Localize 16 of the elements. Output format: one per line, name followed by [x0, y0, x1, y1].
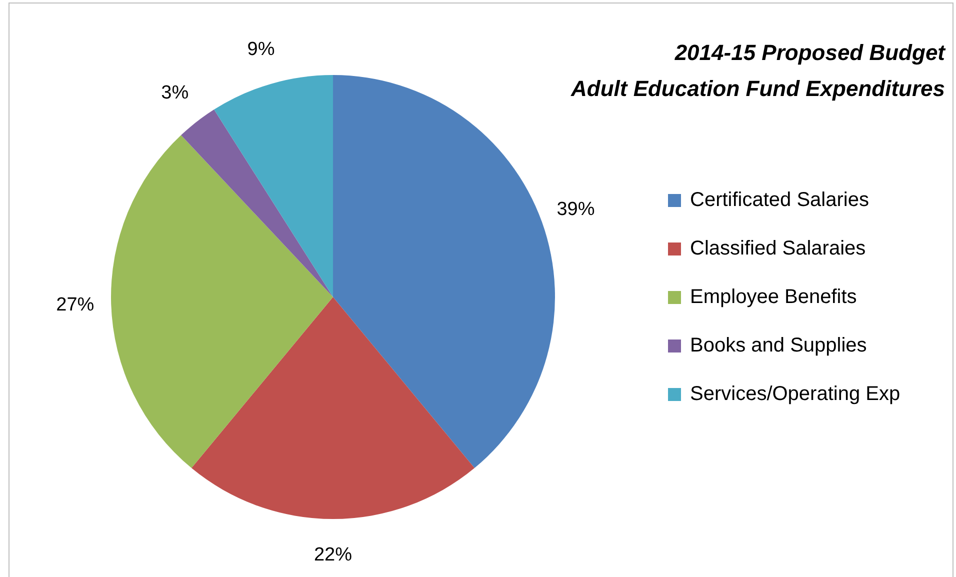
pie-slice: [181, 110, 333, 297]
pie-slice: [111, 135, 333, 468]
data-label: 3%: [161, 82, 189, 104]
data-label: 27%: [56, 294, 94, 316]
legend-label: Classified Salaraies: [690, 238, 866, 260]
pie-slice: [214, 75, 333, 297]
data-label: 9%: [247, 38, 275, 60]
legend-label: Certificated Salaries: [690, 189, 869, 211]
pie-slice: [333, 75, 555, 468]
data-label: 39%: [556, 199, 595, 220]
data-label: 22%: [314, 544, 352, 566]
text: 2014-15 Proposed Budget Adult Education Fund Expenditures: [570, 40, 947, 101]
legend-label: Employee Benefits: [690, 286, 857, 308]
pie-slice: [191, 297, 475, 519]
legend-label: Books and Supplies: [690, 334, 867, 356]
legend-label: Services/Operating Exp: [690, 383, 900, 405]
